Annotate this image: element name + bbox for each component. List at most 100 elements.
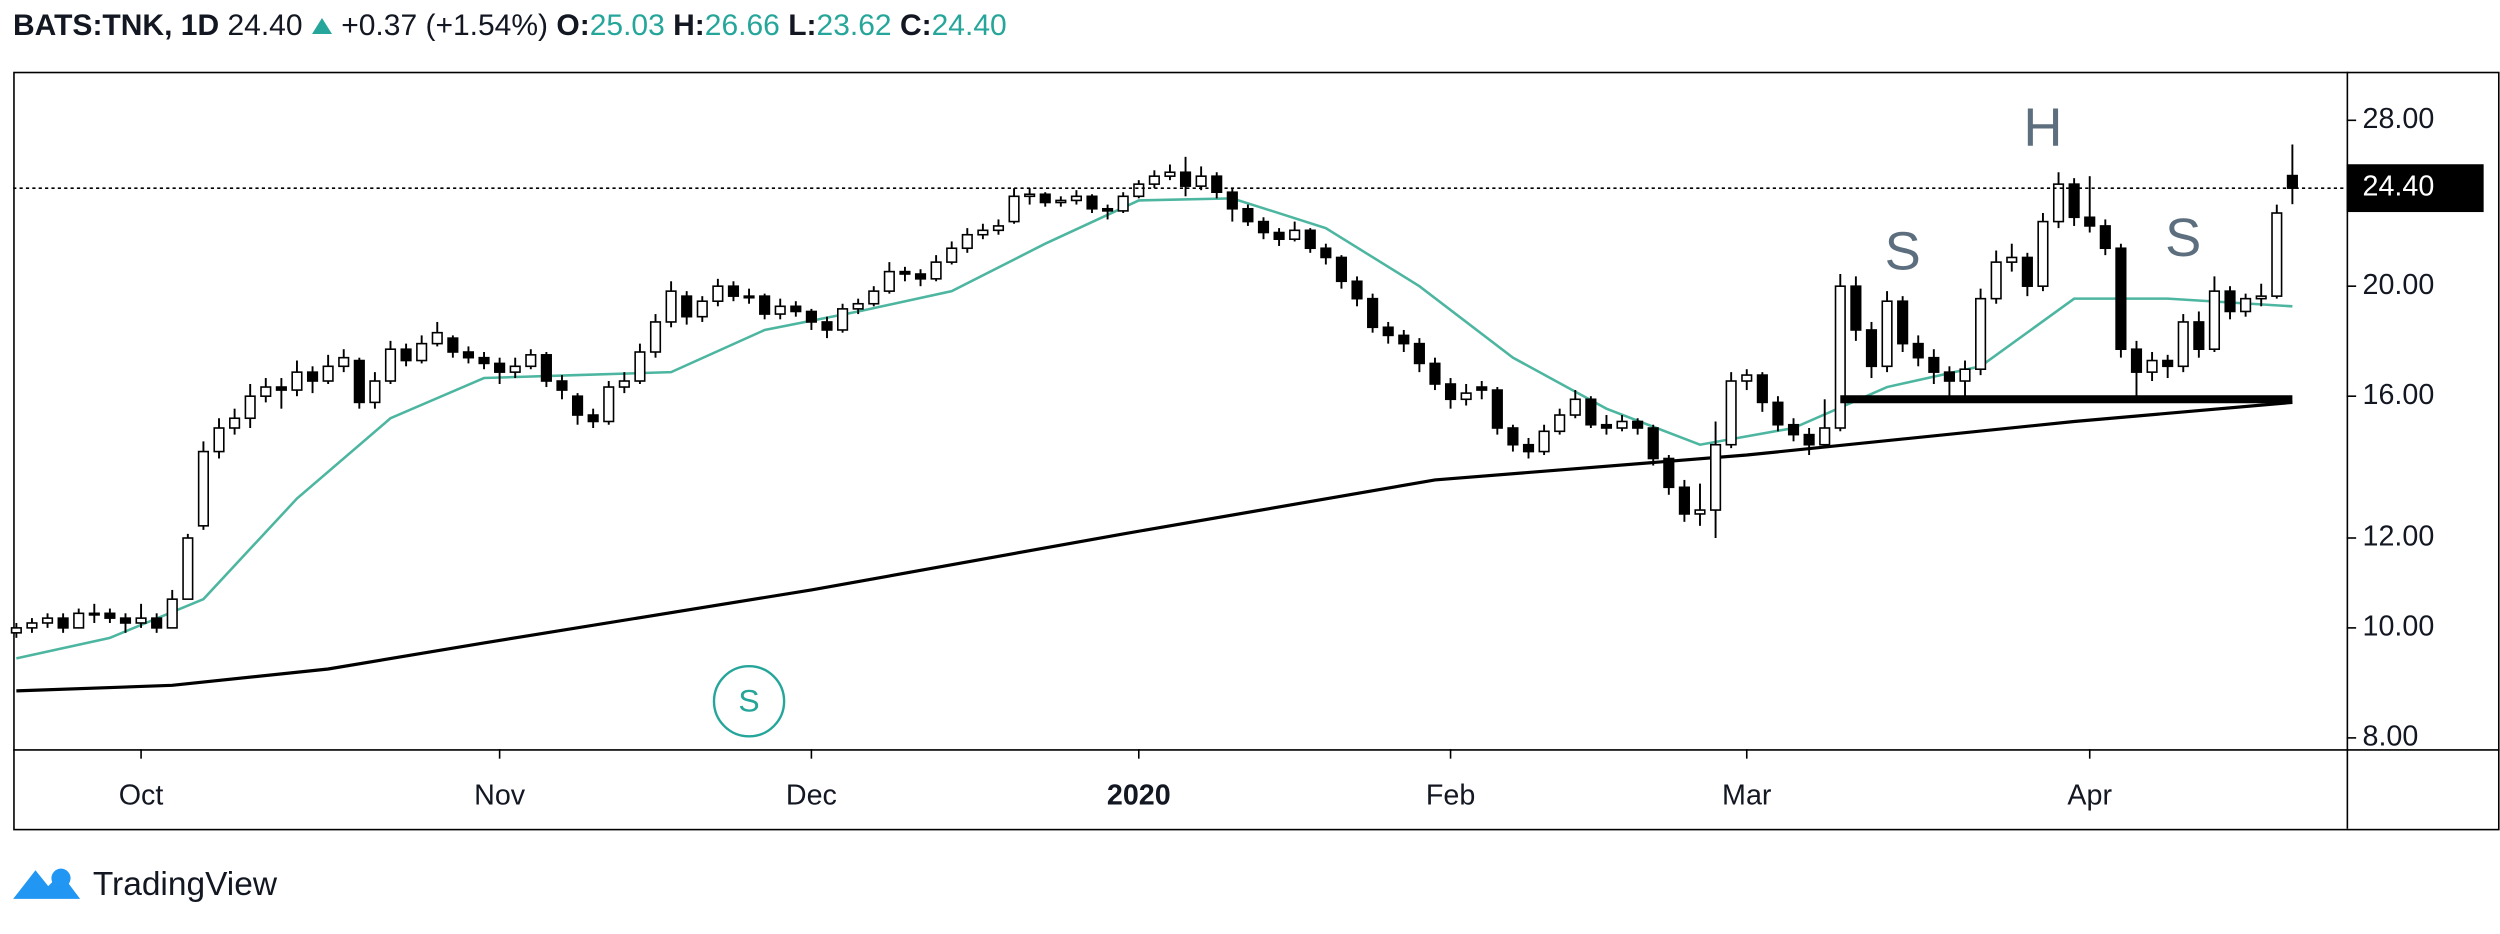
brand: TradingView bbox=[93, 866, 278, 903]
candle-body bbox=[1600, 423, 1613, 429]
candle-body bbox=[322, 365, 334, 382]
candle-body bbox=[665, 290, 677, 323]
candle-body bbox=[790, 305, 802, 313]
candle-body bbox=[2115, 247, 2127, 350]
logo: TradingView bbox=[13, 866, 278, 903]
candle-body bbox=[1133, 183, 1145, 198]
candle-body bbox=[1226, 191, 1238, 210]
candle-body bbox=[2130, 348, 2143, 373]
pattern-label: S bbox=[2165, 208, 2201, 268]
candle-body bbox=[2240, 297, 2252, 313]
candle-body bbox=[837, 308, 849, 331]
candle-body bbox=[2006, 256, 2018, 263]
moving-average bbox=[16, 400, 2293, 693]
candle-body bbox=[57, 617, 69, 629]
candle-body bbox=[1242, 207, 1254, 223]
candle-body bbox=[260, 386, 272, 397]
candle-body bbox=[291, 371, 303, 391]
candle-body bbox=[1865, 329, 1878, 368]
candle-body bbox=[1616, 420, 1628, 429]
candle-body bbox=[1055, 199, 1067, 204]
candle-body bbox=[977, 229, 989, 236]
candle-body bbox=[1803, 433, 1815, 446]
candle-body bbox=[2193, 321, 2205, 350]
candle-body bbox=[1039, 193, 1051, 204]
candle-body bbox=[1569, 398, 1581, 416]
candle-body bbox=[104, 612, 116, 619]
candle-body bbox=[1647, 427, 1659, 460]
candle-body bbox=[1289, 229, 1301, 240]
x-tick-label: Apr bbox=[2067, 780, 2112, 812]
candle-body bbox=[1897, 300, 1909, 345]
candle-body bbox=[244, 395, 256, 420]
candle-body bbox=[992, 225, 1005, 232]
candle-body bbox=[2271, 212, 2283, 297]
candle-body bbox=[1398, 334, 1410, 345]
candle-body bbox=[1741, 374, 1753, 382]
o-label: O: bbox=[556, 9, 590, 42]
pattern-label: S bbox=[1885, 221, 1921, 281]
header: BATS:TNK, 1D 24.40 +0.37 (+1.54%) O: 25.0… bbox=[13, 8, 1007, 44]
candle-body bbox=[1819, 427, 1831, 446]
candle-body bbox=[135, 617, 147, 624]
candle-body bbox=[1164, 171, 1176, 177]
candle-body bbox=[2099, 225, 2111, 250]
candle-body bbox=[1678, 486, 1690, 515]
candle-body bbox=[1444, 383, 1457, 401]
candle-body bbox=[384, 348, 397, 382]
candle-body bbox=[1507, 427, 1519, 446]
candle-body bbox=[634, 351, 646, 382]
candle-body bbox=[649, 321, 662, 353]
candle-body bbox=[431, 331, 443, 345]
candle-body bbox=[1273, 231, 1285, 240]
candle-body bbox=[447, 337, 459, 353]
candle-body bbox=[1725, 380, 1737, 446]
candle-body bbox=[151, 617, 163, 629]
candle-body bbox=[369, 380, 381, 404]
candle-body bbox=[1382, 326, 1394, 337]
candle-body bbox=[88, 612, 100, 616]
candle-body bbox=[306, 371, 319, 382]
pattern-label: H bbox=[2023, 97, 2062, 157]
candle-body bbox=[1070, 195, 1083, 202]
candle-body bbox=[1008, 195, 1020, 223]
candle-body bbox=[1990, 261, 2002, 300]
candle-body bbox=[961, 233, 973, 250]
candle-body bbox=[852, 302, 864, 310]
candle-body bbox=[603, 386, 615, 423]
frame bbox=[13, 71, 2500, 831]
candle-body bbox=[1367, 297, 1379, 329]
price: 24.40 bbox=[227, 9, 303, 42]
candle-body bbox=[182, 537, 194, 600]
open: 25.03 bbox=[589, 9, 665, 42]
candle-body bbox=[1554, 414, 1566, 433]
candle-body bbox=[478, 356, 490, 365]
candle-body bbox=[946, 247, 958, 263]
y-tick-label: 28.00 bbox=[2363, 103, 2435, 135]
candle-body bbox=[1959, 368, 1971, 382]
candle-body bbox=[10, 627, 22, 634]
candle-body bbox=[618, 380, 630, 388]
candle-body bbox=[899, 270, 911, 275]
candle-body bbox=[1211, 175, 1223, 194]
candle-body bbox=[1304, 229, 1316, 250]
candle-body bbox=[1195, 175, 1207, 187]
candle-body bbox=[213, 427, 225, 453]
moving-average bbox=[16, 197, 2293, 660]
candle-body bbox=[509, 365, 521, 373]
candle-body bbox=[2037, 220, 2049, 287]
l-label: L: bbox=[788, 9, 817, 42]
candle-body bbox=[26, 622, 38, 629]
candle-body bbox=[2068, 183, 2080, 219]
candle-body bbox=[275, 386, 287, 391]
y-tick-label: 16.00 bbox=[2363, 379, 2435, 411]
candle-body bbox=[525, 354, 537, 368]
event-label: S bbox=[738, 682, 759, 718]
x-tick-label: 2020 bbox=[1107, 780, 1171, 812]
candle-body bbox=[1663, 457, 1675, 489]
candle-body bbox=[1257, 220, 1270, 234]
last-price-label: 24.40 bbox=[2363, 171, 2435, 203]
candle-body bbox=[2021, 256, 2033, 287]
candle-body bbox=[1975, 297, 1987, 371]
